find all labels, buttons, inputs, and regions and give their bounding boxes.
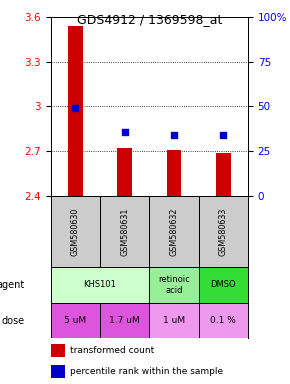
- Text: transformed count: transformed count: [70, 346, 155, 355]
- Bar: [199, 267, 248, 303]
- Text: GSM580631: GSM580631: [120, 207, 129, 256]
- Point: [122, 129, 127, 135]
- Bar: [149, 196, 199, 267]
- Text: 5 uM: 5 uM: [64, 316, 86, 325]
- Bar: [117, 148, 132, 196]
- Text: percentile rank within the sample: percentile rank within the sample: [70, 367, 224, 376]
- Text: GSM580632: GSM580632: [169, 207, 179, 256]
- Text: GDS4912 / 1369598_at: GDS4912 / 1369598_at: [77, 13, 222, 26]
- Text: 0.1 %: 0.1 %: [210, 316, 236, 325]
- Text: 1 uM: 1 uM: [163, 316, 185, 325]
- Bar: [166, 150, 182, 196]
- Bar: [199, 196, 248, 267]
- Bar: [51, 365, 65, 378]
- Bar: [51, 267, 149, 303]
- Bar: [199, 303, 248, 338]
- Point: [172, 132, 176, 138]
- Bar: [149, 303, 199, 338]
- Bar: [100, 303, 149, 338]
- Text: agent: agent: [0, 280, 25, 290]
- Text: retinoic
acid: retinoic acid: [158, 275, 190, 295]
- Bar: [149, 267, 199, 303]
- Bar: [51, 196, 100, 267]
- Text: dose: dose: [2, 316, 25, 326]
- Bar: [51, 344, 65, 357]
- Bar: [68, 26, 83, 196]
- Bar: [216, 152, 231, 196]
- Bar: [51, 303, 100, 338]
- Text: 1.7 uM: 1.7 uM: [109, 316, 140, 325]
- Text: GSM580633: GSM580633: [219, 207, 228, 256]
- Text: DMSO: DMSO: [211, 280, 236, 290]
- Text: KHS101: KHS101: [84, 280, 117, 290]
- Text: GSM580630: GSM580630: [71, 207, 80, 256]
- Point: [73, 105, 78, 111]
- Point: [221, 132, 226, 138]
- Bar: [100, 196, 149, 267]
